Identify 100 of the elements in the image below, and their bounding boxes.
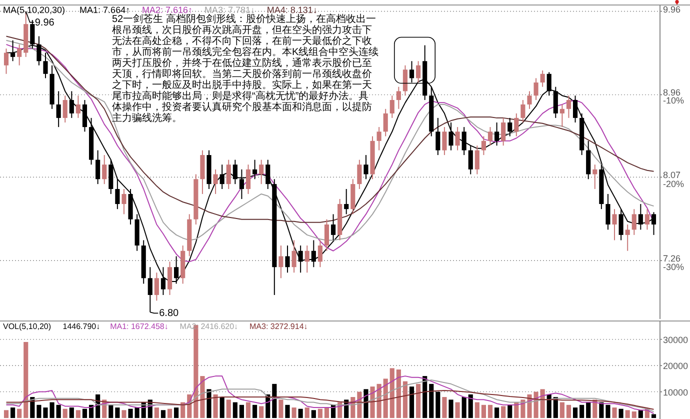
candlestick (167, 261, 172, 296)
y-tick-label: 20000 (663, 361, 688, 372)
candlestick (436, 117, 440, 156)
candlestick (311, 240, 316, 268)
bar (462, 397, 466, 418)
bar (134, 408, 140, 418)
candlestick (606, 193, 610, 230)
candlestick (383, 108, 388, 137)
candlestick (534, 78, 538, 101)
candlestick (644, 208, 650, 230)
text: MA3: 7.781↓ (204, 5, 255, 15)
bar (206, 389, 212, 418)
bar (298, 408, 303, 418)
candlestick (527, 90, 532, 110)
candlestick (324, 218, 330, 252)
candlestick (508, 117, 512, 137)
bar (638, 410, 643, 418)
candlestick (82, 100, 88, 132)
candlestick (632, 208, 636, 236)
candlestick (56, 90, 61, 128)
candlestick (468, 145, 473, 175)
line-series (6, 390, 654, 410)
bar (370, 386, 375, 418)
bar (318, 408, 322, 418)
bar (154, 408, 159, 418)
legend-title: VOL(5,10,20) (3, 322, 52, 331)
candlestick (592, 164, 598, 190)
bar (24, 342, 28, 418)
y-tick-label: 8.07 (663, 170, 681, 180)
candlestick (122, 188, 126, 215)
candlestick (220, 164, 224, 190)
bar (599, 402, 604, 418)
candlestick (540, 70, 545, 88)
bar (115, 408, 120, 418)
bar (474, 402, 480, 418)
candlestick (298, 245, 303, 274)
bar (246, 402, 251, 418)
bar (508, 404, 512, 418)
bar (213, 394, 218, 418)
y-tick-label: 8.96 (663, 88, 681, 98)
candlestick (586, 140, 591, 180)
candlestick (390, 95, 394, 118)
annotation: 9.96 (34, 17, 55, 28)
candlestick (115, 178, 120, 210)
candlestick (364, 154, 368, 180)
candlestick (357, 159, 362, 190)
bar (304, 408, 310, 418)
text: MA1: 7.664↑ (80, 5, 130, 15)
bar (442, 397, 447, 418)
candlestick (259, 159, 264, 185)
candlestick (612, 208, 617, 241)
candlestick (618, 208, 624, 241)
candlestick (416, 60, 421, 83)
bar (396, 370, 401, 418)
candlestick (266, 159, 270, 190)
candlestick (501, 117, 506, 146)
bar (167, 408, 172, 418)
bar (501, 406, 506, 418)
candlestick (402, 64, 408, 96)
bar (416, 384, 421, 418)
candlestick (566, 95, 572, 118)
bar (409, 386, 414, 418)
candlestick (62, 95, 68, 123)
bar (481, 404, 486, 418)
bar (239, 404, 244, 418)
bar (88, 404, 94, 418)
candlestick (409, 60, 414, 83)
candlestick (344, 188, 349, 215)
candlestick (232, 159, 238, 185)
candlestick (252, 159, 258, 180)
candlestick (520, 100, 526, 123)
candlestick (154, 272, 159, 302)
bar (272, 384, 277, 418)
bar (402, 381, 408, 418)
bar (540, 389, 545, 418)
candlestick (226, 159, 231, 190)
bar (429, 384, 434, 418)
bar (174, 408, 179, 418)
bar (259, 406, 264, 418)
candlestick (246, 164, 251, 194)
text: MA4: 8.131↓ (266, 5, 318, 15)
bar (122, 410, 126, 418)
bar (422, 376, 428, 418)
bar (311, 410, 316, 418)
bar (606, 404, 610, 418)
bar (580, 404, 584, 418)
candlestick (455, 126, 460, 151)
candlestick (102, 154, 107, 185)
candlestick (572, 95, 578, 123)
bar (436, 392, 440, 418)
candlestick (553, 86, 558, 118)
y2-tick-label: -10% (663, 96, 684, 106)
bar (494, 408, 500, 418)
candlestick (638, 204, 643, 230)
bar (82, 408, 88, 418)
text: MA3: 3272.914↓ (250, 322, 308, 331)
bar (390, 368, 394, 418)
bar (10, 408, 16, 418)
text: MA2: 2416.620↓ (180, 322, 238, 331)
candlestick (330, 214, 336, 241)
